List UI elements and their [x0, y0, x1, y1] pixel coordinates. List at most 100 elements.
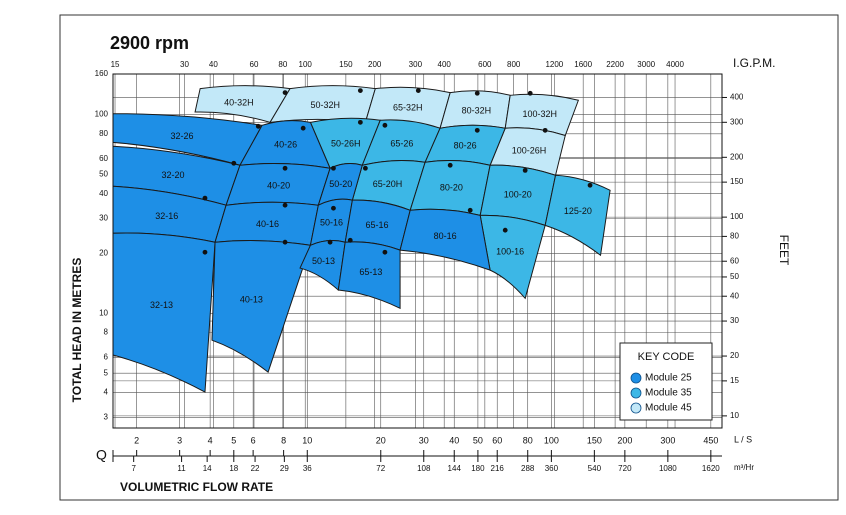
pump-label: 40-16 — [256, 219, 279, 229]
pump-region — [479, 214, 546, 300]
y-tick-label: 3 — [104, 412, 109, 421]
y2-tick-label: 150 — [730, 177, 744, 186]
x3-tick-label: 360 — [545, 464, 559, 473]
y-tick-label: 40 — [99, 189, 108, 198]
pump-label: 65-32H — [393, 102, 423, 112]
bep-dot — [331, 205, 336, 211]
pump-label: 40-20 — [267, 180, 290, 190]
x2-tick-label: 1600 — [574, 60, 592, 69]
bep-dot — [382, 249, 388, 255]
x3-tick-label: 11 — [177, 464, 186, 473]
bep-dot — [231, 160, 237, 166]
legend-swatch — [630, 387, 642, 399]
x-axis-symbol: Q — [96, 447, 107, 463]
chart-title: 2900 rpm — [110, 33, 189, 53]
x-tick-label: 5 — [231, 435, 236, 445]
x2-tick-label: 1200 — [545, 60, 563, 69]
x3-tick-label: 720 — [618, 464, 632, 473]
x-tick-label: 20 — [376, 435, 386, 445]
bep-dot — [347, 237, 353, 243]
pump-label: 40-26 — [274, 140, 297, 150]
x-tick-label: 40 — [449, 435, 459, 445]
x2-tick-label: 40 — [209, 60, 218, 69]
x2-tick-label: 2200 — [606, 60, 624, 69]
pump-label: 32-26 — [171, 131, 194, 141]
x2-tick-label: 400 — [438, 60, 452, 69]
x3-tick-label: 14 — [203, 464, 212, 473]
bep-dot — [522, 167, 528, 173]
bep-dot — [415, 88, 421, 94]
x-tick-label: 300 — [660, 435, 675, 445]
legend-label: Module 45 — [645, 403, 692, 414]
x-tick-label: 200 — [617, 435, 632, 445]
legend-swatch — [630, 372, 642, 384]
pump-label: 65-16 — [365, 220, 388, 230]
y2-tick-label: 50 — [730, 272, 739, 281]
pump-label: 32-20 — [162, 170, 185, 180]
x3-tick-label: 216 — [491, 464, 505, 473]
pump-label: 100-20 — [504, 190, 532, 200]
y-tick-label: 20 — [99, 249, 108, 258]
bep-dot — [474, 90, 480, 96]
x2-tick-label: 200 — [368, 60, 382, 69]
x2-tick-label: 600 — [478, 60, 492, 69]
x3-tick-label: 144 — [448, 464, 462, 473]
x-tick-label: 10 — [302, 435, 312, 445]
plot-border — [112, 73, 723, 429]
y2-tick-label: 15 — [730, 376, 739, 385]
pump-region — [544, 174, 611, 257]
pump-label: 65-20H — [373, 179, 403, 189]
x3-tick-label: 1620 — [702, 464, 720, 473]
x-tick-label: 8 — [281, 435, 286, 445]
bep-dot — [300, 125, 306, 131]
y2-tick-label: 80 — [730, 232, 739, 241]
bep-dot — [282, 202, 288, 208]
x3-tick-label: 108 — [417, 464, 431, 473]
regions: 40-32H 50-32H 65-32H 80-32H 100-32H 100-26H 50… — [112, 85, 611, 393]
bep-dot — [527, 90, 533, 96]
pump-label: 80-26 — [454, 140, 477, 150]
pump-label: 65-13 — [359, 267, 382, 277]
bep-dot — [282, 165, 288, 171]
pump-label: 100-26H — [512, 145, 547, 155]
x2-tick-label: 15 — [111, 60, 120, 69]
legend-label: Module 25 — [645, 373, 692, 384]
x2-tick-label: 4000 — [666, 60, 684, 69]
bep-dot — [282, 90, 288, 95]
pump-label: 40-32H — [224, 97, 254, 107]
pump-label: 50-16 — [320, 218, 343, 228]
y2-tick-label: 60 — [730, 256, 739, 265]
bep-dot — [587, 182, 593, 188]
pump-label: 125-20 — [564, 206, 592, 216]
y2-tick-label: 400 — [730, 93, 744, 102]
frame — [59, 14, 839, 501]
y-tick-label: 10 — [99, 308, 108, 317]
x-tick-label: 2 — [134, 435, 139, 445]
y-tick-label: 5 — [104, 368, 109, 377]
y2-label: FEET — [777, 235, 791, 266]
bep-dot — [362, 165, 368, 171]
y-tick-label: 160 — [95, 69, 109, 78]
y-tick-label: 8 — [104, 328, 109, 337]
x-tick-label: 3 — [177, 435, 182, 445]
x2-tick-label: 150 — [339, 60, 353, 69]
y-label: TOTAL HEAD IN METRES — [70, 258, 84, 403]
pump-label: 80-32H — [462, 105, 492, 115]
x2-label: I.G.P.M. — [733, 56, 775, 70]
x3-tick-label: 72 — [376, 464, 385, 473]
x2-tick-label: 800 — [507, 60, 521, 69]
x-tick-label: 450 — [703, 435, 718, 445]
y2-tick-label: 30 — [730, 316, 739, 325]
y2-tick-label: 20 — [730, 351, 739, 360]
x-tick-label: 6 — [251, 435, 256, 445]
y2-tick-label: 100 — [730, 212, 744, 221]
x3-tick-label: 540 — [588, 464, 602, 473]
y-tick-label: 80 — [99, 129, 108, 138]
pump-label: 100-16 — [496, 247, 524, 257]
x3-tick-label: 22 — [251, 464, 260, 473]
bep-dot — [331, 165, 336, 171]
bep-dot — [255, 123, 261, 129]
pump-label: 65-26 — [390, 138, 413, 148]
y2-tick-label: 200 — [730, 152, 744, 161]
pump-region — [112, 232, 216, 393]
